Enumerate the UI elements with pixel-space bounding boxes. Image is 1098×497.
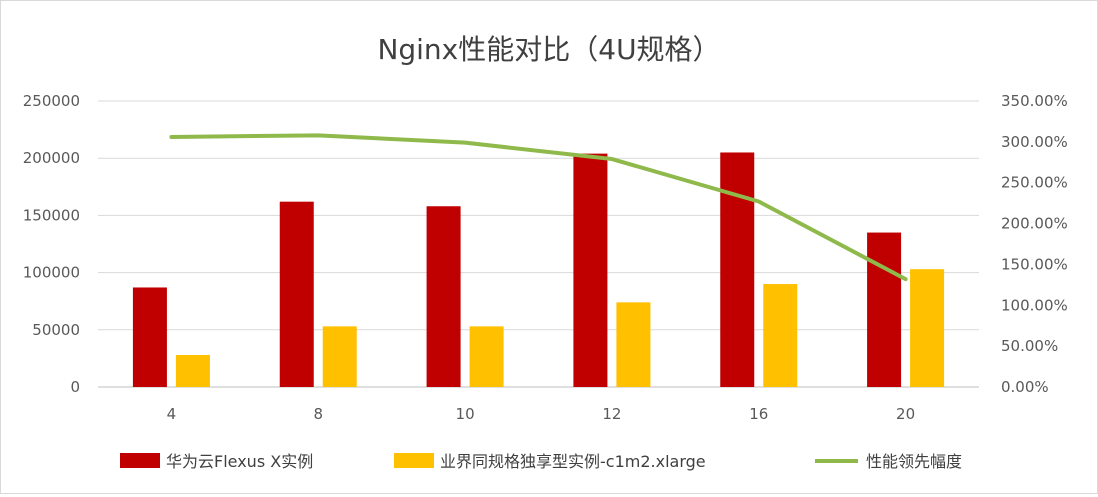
bar <box>720 152 754 387</box>
x-axis-ticks: 4 8 10 12 16 20 <box>167 405 915 423</box>
x-tick-label: 16 <box>749 405 768 423</box>
bar <box>616 302 650 387</box>
left-tick-label: 0 <box>70 378 80 396</box>
bar-series <box>133 152 944 387</box>
gridlines <box>98 101 979 387</box>
legend-swatch <box>120 453 160 468</box>
legend-swatch <box>394 453 434 468</box>
x-tick-label: 20 <box>896 405 915 423</box>
bar <box>573 154 607 387</box>
right-tick-label: 150.00% <box>1001 255 1068 273</box>
left-tick-label: 100000 <box>23 264 80 282</box>
right-tick-label: 300.00% <box>1001 133 1068 151</box>
bar <box>910 269 944 387</box>
left-tick-label: 150000 <box>23 206 80 224</box>
right-tick-label: 0.00% <box>1001 378 1049 396</box>
right-tick-label: 350.00% <box>1001 92 1068 110</box>
legend: 华为云Flexus X实例 业界同规格独享型实例-c1m2.xlarge 性能领先幅… <box>120 452 962 471</box>
x-tick-label: 12 <box>602 405 621 423</box>
x-tick-label: 10 <box>456 405 475 423</box>
bar <box>470 326 504 387</box>
bar <box>427 206 461 387</box>
left-tick-label: 250000 <box>23 92 80 110</box>
right-axis-ticks: 0.00% 50.00% 100.00% 150.00% 200.00% 250.00% 3… <box>1001 92 1068 396</box>
bar <box>280 202 314 387</box>
bar <box>763 284 797 387</box>
bar <box>867 233 901 387</box>
bar <box>176 355 210 387</box>
bar <box>133 287 167 387</box>
bar <box>323 326 357 387</box>
legend-label: 华为云Flexus X实例 <box>166 452 313 471</box>
chart-title: Nginx性能对比（4U规格） <box>377 33 720 66</box>
left-axis-ticks: 0 50000 100000 150000 200000 250000 <box>23 92 80 396</box>
x-tick-label: 8 <box>313 405 323 423</box>
x-tick-label: 4 <box>167 405 177 423</box>
right-tick-label: 100.00% <box>1001 296 1068 314</box>
right-tick-label: 200.00% <box>1001 215 1068 233</box>
right-tick-label: 50.00% <box>1001 337 1058 355</box>
left-tick-label: 50000 <box>32 321 80 339</box>
legend-label: 业界同规格独享型实例-c1m2.xlarge <box>440 452 706 471</box>
legend-label: 性能领先幅度 <box>866 452 962 471</box>
right-tick-label: 250.00% <box>1001 174 1068 192</box>
left-tick-label: 200000 <box>23 149 80 167</box>
